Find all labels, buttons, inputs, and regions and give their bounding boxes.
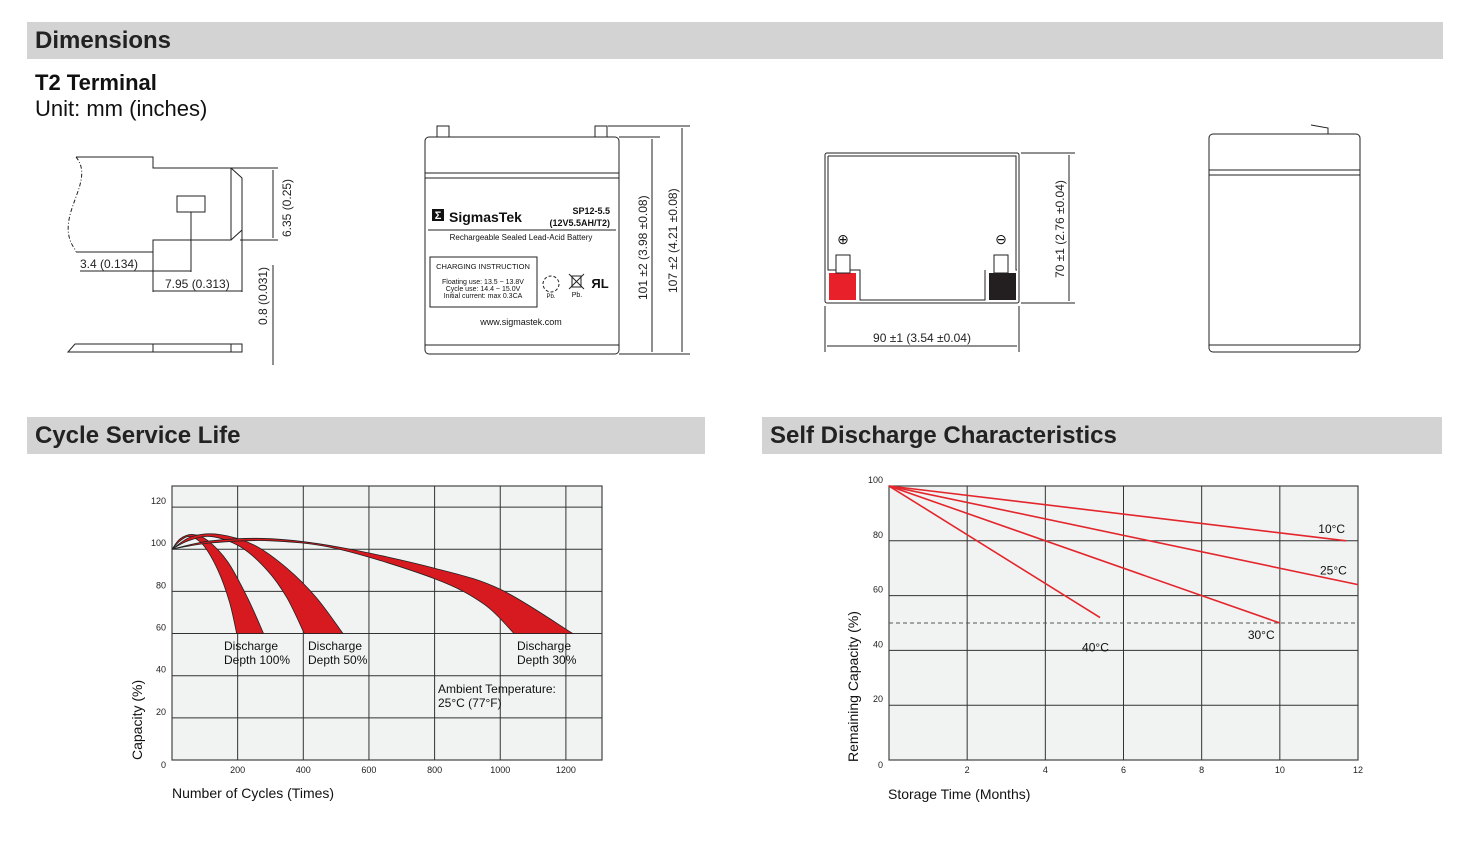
pb-label: Pb.: [572, 292, 583, 299]
width-dimension: 7.95 (0.313): [165, 277, 230, 291]
x-tick-label: 6: [1121, 765, 1126, 775]
y-tick-label: 20: [156, 707, 166, 717]
y-tick-label: 0: [161, 760, 166, 770]
floating-use: Floating use: 13.5 ~ 13.8V: [442, 279, 524, 286]
capacity-band-2: [171, 537, 575, 634]
y-tick-label: 60: [156, 623, 166, 633]
cycle-life-header: Cycle Service Life: [27, 417, 705, 454]
offset-dimension: 3.4 (0.134): [80, 257, 138, 271]
x-axis-label: Storage Time (Months): [888, 786, 1030, 802]
model-spec: (12V5.5AH/T2): [549, 218, 610, 228]
discharge-line: [888, 485, 1359, 586]
x-tick-label: 4: [1043, 765, 1048, 775]
positive-terminal: [829, 273, 856, 300]
capacity-band-0: [171, 534, 265, 634]
battery-top-view: ⊕ ⊖ 90 ±1 (3.54 ±0.04) 70 ±1 (2.76 ±0.04…: [824, 152, 1075, 352]
series-label: 40°C: [1082, 641, 1109, 655]
series-label-depth30-line1: Discharge: [517, 639, 571, 653]
series-label-depth50-line1: Discharge: [308, 639, 362, 653]
series-label-depth100-line1: Discharge: [224, 639, 278, 653]
model-number: SP12-5.5: [572, 206, 610, 216]
dimensions-header: Dimensions: [27, 22, 1443, 59]
discharge-line: [888, 485, 1347, 542]
positive-symbol: ⊕: [837, 231, 849, 247]
x-tick-label: 1000: [490, 765, 510, 775]
y-tick-label: 100: [868, 475, 883, 485]
terminal-drawing: 3.4 (0.134) 7.95 (0.313) 6.35 (0.25) 0.8…: [66, 156, 294, 365]
recycle-icon: [542, 275, 560, 293]
y-tick-label: 20: [873, 694, 883, 704]
series-label: 10°C: [1318, 522, 1345, 536]
capacity-band-1: [171, 533, 344, 634]
x-tick-label: 400: [296, 765, 311, 775]
x-tick-label: 800: [427, 765, 442, 775]
thickness-dimension: 0.8 (0.031): [256, 267, 270, 325]
crossed-bin-icon: [568, 273, 585, 290]
section-title: Cycle Service Life: [35, 422, 241, 449]
ul-mark-icon: ЯL: [591, 276, 608, 291]
y-tick-label: 80: [156, 580, 166, 590]
charging-title: CHARGING INSTRUCTION: [436, 262, 530, 271]
y-tick-label: 60: [873, 585, 883, 595]
series-label: 25°C: [1320, 564, 1347, 578]
annotation-ambient: Ambient Temperature:: [438, 682, 556, 696]
negative-symbol: ⊖: [995, 231, 1007, 247]
series-label-depth100-line2: Depth 100%: [224, 653, 290, 667]
y-tick-label: 100: [151, 538, 166, 548]
x-tick-label: 1200: [556, 765, 576, 775]
brand-logo: Σ: [435, 210, 442, 222]
total-height-dimension: 107 ±2 (4.21 ±0.08): [666, 188, 680, 293]
discharge-line: [888, 485, 1281, 624]
series-label-depth30-line2: Depth 30%: [517, 653, 577, 667]
website: www.sigmastek.com: [479, 317, 562, 327]
cycle-use: Cycle use: 14.4 ~ 15.0V: [446, 286, 521, 293]
section-title: Self Discharge Characteristics: [770, 422, 1117, 449]
y-tick-label: 0: [878, 760, 883, 770]
section-title: Dimensions: [35, 27, 172, 54]
self-discharge-header: Self Discharge Characteristics: [762, 417, 1442, 454]
depth-dimension: 70 ±1 (2.76 ±0.04): [1053, 180, 1067, 278]
y-axis-label: Remaining Capacity (%): [845, 611, 861, 762]
negative-terminal: [989, 273, 1016, 300]
battery-side-view: [1208, 124, 1361, 353]
height-dimension: 6.35 (0.25): [280, 179, 294, 237]
discharge-line: [888, 485, 1101, 619]
x-axis-label: Number of Cycles (Times): [172, 785, 334, 801]
length-dimension: 90 ±1 (3.54 ±0.04): [873, 331, 971, 345]
series-label-depth50-line2: Depth 50%: [308, 653, 368, 667]
brand-name: SigmasTek: [449, 209, 522, 225]
terminal-type: T2 Terminal: [35, 70, 157, 95]
pb-label: Pb.: [546, 294, 555, 300]
x-tick-label: 2: [965, 765, 970, 775]
x-tick-label: 600: [361, 765, 376, 775]
unit-label: Unit: mm (inches): [35, 96, 208, 121]
x-tick-label: 8: [1199, 765, 1204, 775]
height-dimension: 101 ±2 (3.98 ±0.08): [636, 195, 650, 300]
battery-description: Rechargeable Sealed Lead-Acid Battery: [450, 233, 593, 242]
x-tick-label: 12: [1353, 765, 1363, 775]
y-tick-label: 40: [873, 639, 883, 649]
y-axis-label: Capacity (%): [129, 680, 145, 760]
x-tick-label: 200: [230, 765, 245, 775]
series-label: 30°C: [1248, 628, 1275, 642]
y-tick-label: 80: [873, 530, 883, 540]
annotation-temperature: 25°C (77°F): [438, 696, 502, 710]
x-tick-label: 10: [1275, 765, 1285, 775]
y-tick-label: 120: [151, 496, 166, 506]
initial-current: Initial current: max 0.3CA: [444, 293, 523, 300]
y-tick-label: 40: [156, 665, 166, 675]
battery-front-view: Σ SigmasTek SP12-5.5 (12V5.5AH/T2) Recha…: [424, 125, 690, 355]
